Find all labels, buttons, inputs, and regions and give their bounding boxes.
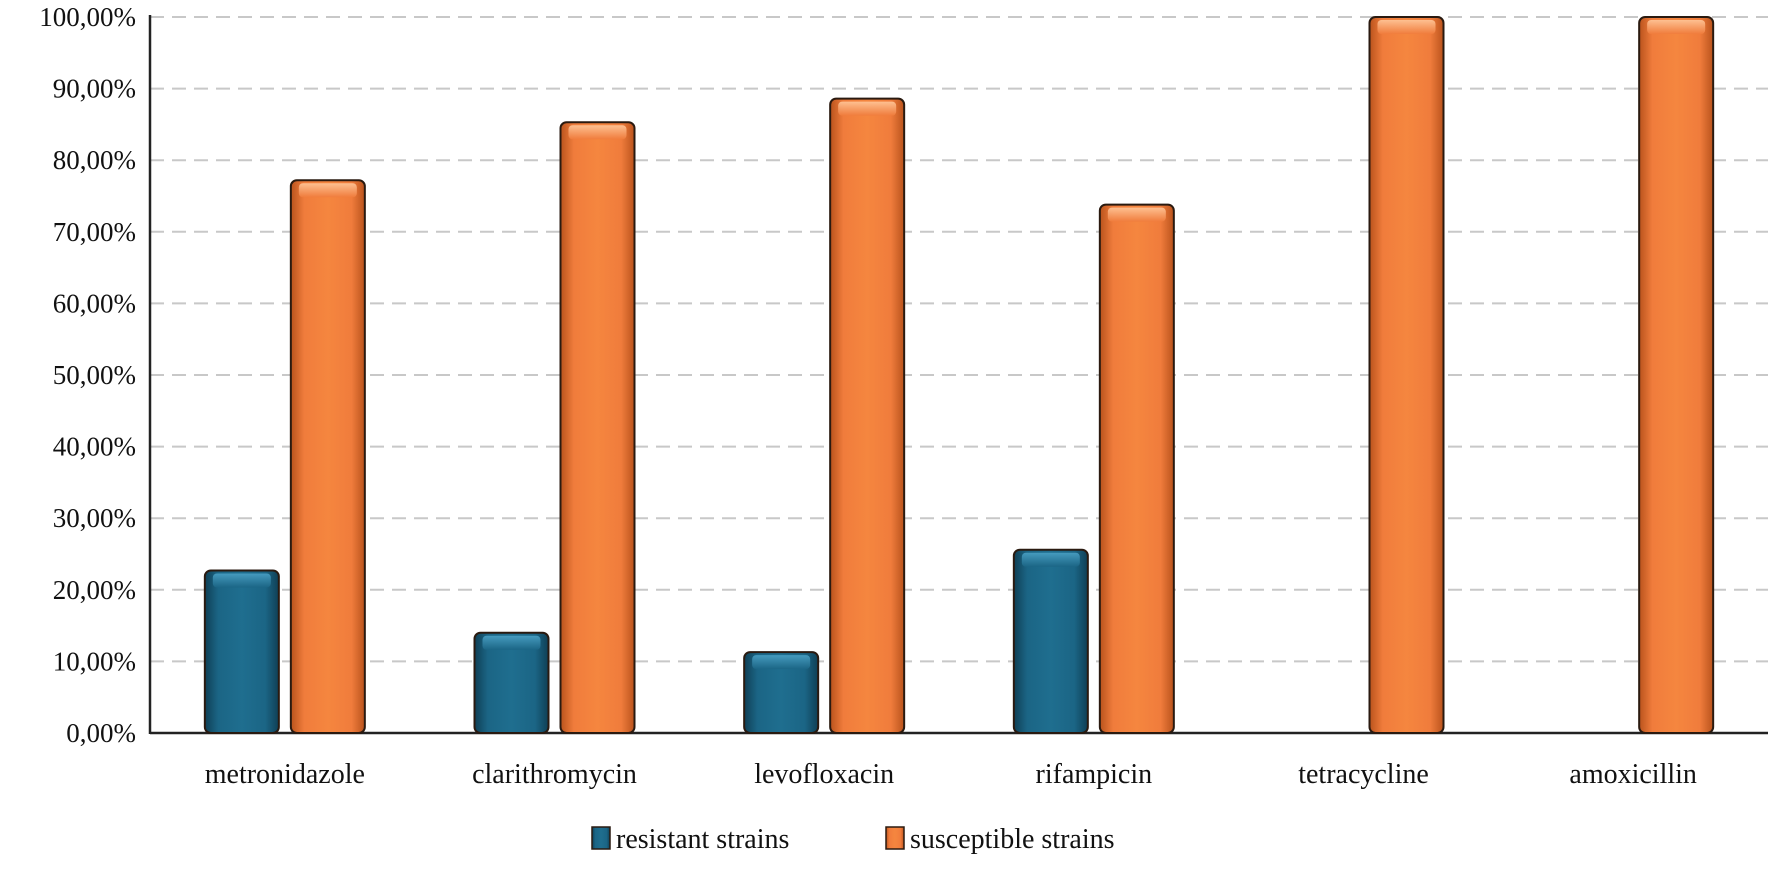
bar-cap bbox=[838, 101, 897, 116]
bar-susceptible-metronidazole bbox=[289, 179, 366, 735]
axes bbox=[148, 15, 1768, 735]
bar-resistant-clarithromycin bbox=[473, 631, 550, 735]
legend-swatch bbox=[885, 826, 905, 850]
bar-body bbox=[289, 179, 366, 735]
y-tick-label: 0,00% bbox=[66, 718, 136, 748]
x-category-label: levofloxacin bbox=[754, 759, 894, 790]
bar-cap bbox=[752, 655, 811, 670]
bar-body bbox=[203, 569, 280, 735]
bar-body bbox=[559, 121, 636, 734]
x-axis-category-labels: metronidazole clarithromycin levofloxacin r… bbox=[205, 759, 1697, 790]
y-tick-label: 60,00% bbox=[53, 288, 136, 318]
y-tick-label: 70,00% bbox=[53, 217, 136, 247]
bar-cap bbox=[1021, 552, 1080, 567]
y-tick-label: 40,00% bbox=[53, 432, 136, 462]
bar-body bbox=[743, 651, 820, 734]
bar-body bbox=[1012, 548, 1089, 734]
bar-cap bbox=[212, 573, 271, 588]
y-tick-label: 90,00% bbox=[53, 74, 136, 104]
bar-resistant-levofloxacin bbox=[743, 651, 820, 734]
y-tick-label: 30,00% bbox=[53, 503, 136, 533]
legend-label: susceptible strains bbox=[910, 824, 1115, 855]
y-tick-label: 20,00% bbox=[53, 575, 136, 605]
x-category-label: tetracycline bbox=[1298, 759, 1429, 790]
bar-body bbox=[1368, 16, 1445, 734]
bar-susceptible-amoxicillin bbox=[1638, 16, 1715, 734]
legend-swatch bbox=[591, 826, 611, 850]
bar-body bbox=[829, 97, 906, 734]
y-tick-label: 80,00% bbox=[53, 145, 136, 175]
y-tick-label: 10,00% bbox=[53, 646, 136, 676]
bar-cap bbox=[1107, 207, 1166, 222]
bars bbox=[203, 16, 1715, 735]
legend: resistant strains susceptible strains bbox=[591, 824, 1115, 855]
x-category-label: rifampicin bbox=[1036, 759, 1153, 790]
bar-resistant-rifampicin bbox=[1012, 548, 1089, 734]
legend-label: resistant strains bbox=[616, 824, 789, 855]
bar-cap bbox=[298, 183, 357, 198]
legend-item-susceptible: susceptible strains bbox=[885, 824, 1115, 855]
y-axis-tick-labels: 0,00% 10,00% 20,00% 30,00% 40,00% 50,00% 60,00… bbox=[39, 2, 136, 748]
bar-susceptible-tetracycline bbox=[1368, 16, 1445, 734]
legend-item-resistant: resistant strains bbox=[591, 824, 789, 855]
bar-susceptible-clarithromycin bbox=[559, 121, 636, 734]
bar-cap bbox=[482, 635, 541, 650]
bar-susceptible-levofloxacin bbox=[829, 97, 906, 734]
bar-body bbox=[1638, 16, 1715, 734]
bar-body bbox=[473, 631, 550, 735]
bar-susceptible-rifampicin bbox=[1098, 203, 1175, 735]
gridlines bbox=[150, 16, 1768, 663]
bar-cap bbox=[1377, 20, 1436, 34]
y-tick-label: 50,00% bbox=[53, 360, 136, 390]
bar-cap bbox=[568, 125, 627, 140]
x-category-label: clarithromycin bbox=[472, 759, 637, 790]
x-category-label: metronidazole bbox=[205, 759, 365, 790]
bar-cap bbox=[1647, 20, 1706, 34]
bar-body bbox=[1098, 203, 1175, 735]
x-category-label: amoxicillin bbox=[1569, 759, 1697, 790]
bar-resistant-metronidazole bbox=[203, 569, 280, 735]
y-tick-label: 100,00% bbox=[39, 2, 136, 32]
